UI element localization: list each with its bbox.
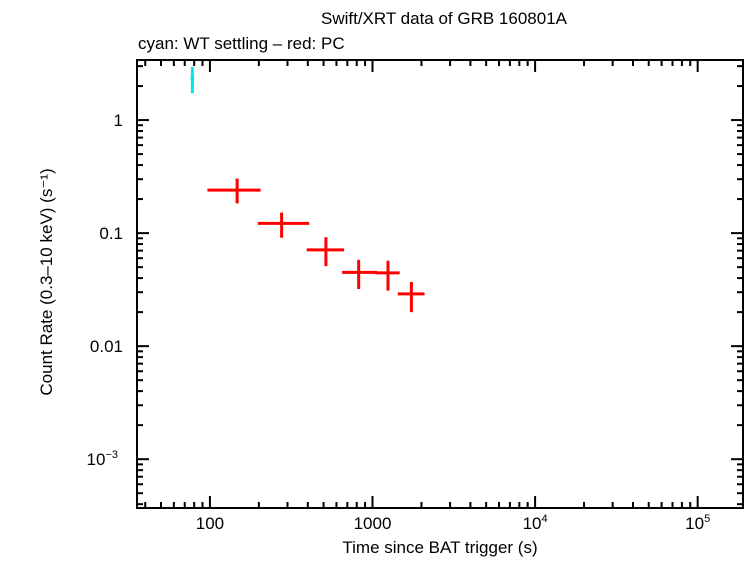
x-tick-label-base: 1000 — [354, 514, 392, 533]
y-axis-label: Count Rate (0.3–10 keV) (s⁻¹) — [37, 168, 56, 395]
data-point — [257, 212, 310, 238]
y-tick-label-base: 1 — [114, 111, 123, 130]
plot-frame — [136, 59, 744, 509]
x-tick-label: 105 — [685, 513, 710, 533]
y-tick-label: 1 — [114, 111, 123, 130]
data-point — [375, 260, 400, 291]
x-tick-label-exponent: 4 — [541, 513, 547, 525]
y-tick-label-exponent: −3 — [105, 449, 118, 461]
x-tick-label: 1000 — [354, 514, 392, 533]
y-tick-label: 10−3 — [87, 449, 118, 469]
chart-subtitle: cyan: WT settling – red: PC — [138, 34, 345, 53]
y-tick-label-base: 0.01 — [90, 337, 123, 356]
data-point — [342, 259, 378, 290]
chart-title: Swift/XRT data of GRB 160801A — [321, 9, 568, 28]
x-tick-label: 104 — [523, 513, 548, 533]
axis-ticks — [137, 60, 743, 508]
data-point — [397, 281, 425, 313]
x-tick-label-base: 10 — [685, 514, 704, 533]
y-tick-label-base: 10 — [87, 450, 106, 469]
x-tick-label-base: 100 — [196, 514, 224, 533]
data-point — [207, 178, 261, 204]
data-points — [190, 67, 425, 313]
x-tick-label: 100 — [196, 514, 224, 533]
x-tick-label-base: 10 — [523, 514, 542, 533]
y-tick-label: 0.01 — [90, 337, 123, 356]
y-tick-label: 0.1 — [99, 224, 123, 243]
x-axis-label: Time since BAT trigger (s) — [342, 538, 537, 557]
data-point — [190, 67, 195, 94]
y-tick-label-base: 0.1 — [99, 224, 123, 243]
data-point — [306, 237, 345, 267]
x-tick-label-exponent: 5 — [704, 513, 710, 525]
